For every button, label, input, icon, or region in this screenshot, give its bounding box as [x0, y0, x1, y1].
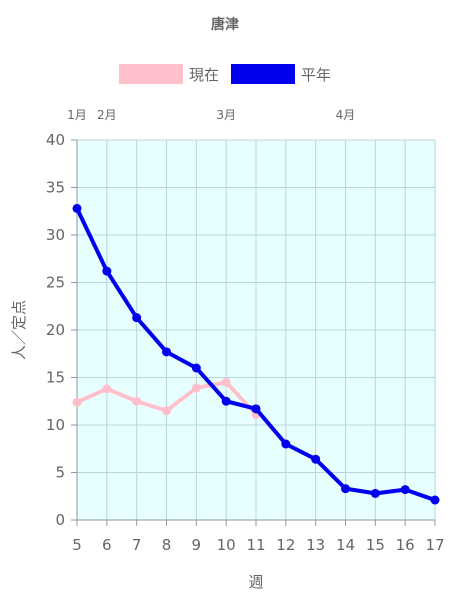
x-tick-label: 14 [336, 536, 355, 554]
data-point-1 [400, 485, 410, 495]
data-point-0 [221, 377, 231, 387]
data-point-1 [191, 363, 201, 373]
month-label: 1月 [67, 108, 87, 122]
x-tick-label: 12 [276, 536, 295, 554]
y-tick-label: 30 [46, 226, 65, 244]
x-tick-label: 8 [162, 536, 172, 554]
data-point-1 [132, 313, 142, 323]
y-tick-label: 10 [46, 416, 65, 434]
legend-label: 現在 [189, 66, 219, 84]
y-tick-label: 25 [46, 274, 65, 292]
y-tick-label: 15 [46, 369, 65, 387]
x-tick-label: 15 [366, 536, 385, 554]
chart-title: 唐津 [211, 16, 239, 33]
data-point-0 [191, 383, 201, 393]
month-label: 2月 [97, 108, 117, 122]
data-point-0 [72, 397, 82, 407]
y-tick-label: 40 [46, 131, 65, 149]
y-tick-label: 5 [55, 464, 65, 482]
legend: 現在 平年 [119, 64, 331, 84]
y-tick-label: 0 [55, 511, 65, 529]
x-tick-label: 13 [306, 536, 325, 554]
legend-swatch [231, 64, 295, 84]
data-point-1 [281, 439, 291, 449]
data-point-0 [162, 406, 171, 416]
data-point-1 [311, 454, 321, 464]
x-tick-label: 10 [217, 536, 236, 554]
series-layer [72, 203, 440, 505]
x-tick-label: 9 [192, 536, 202, 554]
y-tick-label: 35 [46, 179, 65, 197]
y-axis-label: 人／定点 [10, 300, 28, 360]
data-point-1 [72, 203, 82, 213]
x-tick-label: 16 [396, 536, 415, 554]
x-tick-label: 7 [132, 536, 142, 554]
data-point-1 [251, 404, 261, 414]
data-point-1 [102, 266, 112, 276]
x-tick-label: 17 [425, 536, 444, 554]
grid [76, 139, 436, 521]
y-tick-label: 20 [46, 321, 65, 339]
legend-swatch [119, 64, 183, 84]
x-tick-label: 6 [102, 536, 112, 554]
data-point-1 [341, 484, 350, 494]
x-tick-label: 5 [72, 536, 82, 554]
month-labels: 1月 2月 3月 4月 [67, 108, 355, 122]
data-point-1 [370, 488, 380, 498]
data-point-1 [430, 495, 440, 505]
x-axis-label: 週 [248, 573, 263, 591]
month-label: 4月 [336, 108, 356, 122]
data-point-0 [102, 384, 112, 394]
legend-label: 平年 [301, 66, 331, 84]
data-point-1 [162, 347, 171, 357]
data-point-1 [221, 396, 231, 406]
x-tick-label: 11 [246, 536, 265, 554]
month-label: 3月 [216, 108, 236, 122]
data-point-0 [132, 396, 142, 406]
